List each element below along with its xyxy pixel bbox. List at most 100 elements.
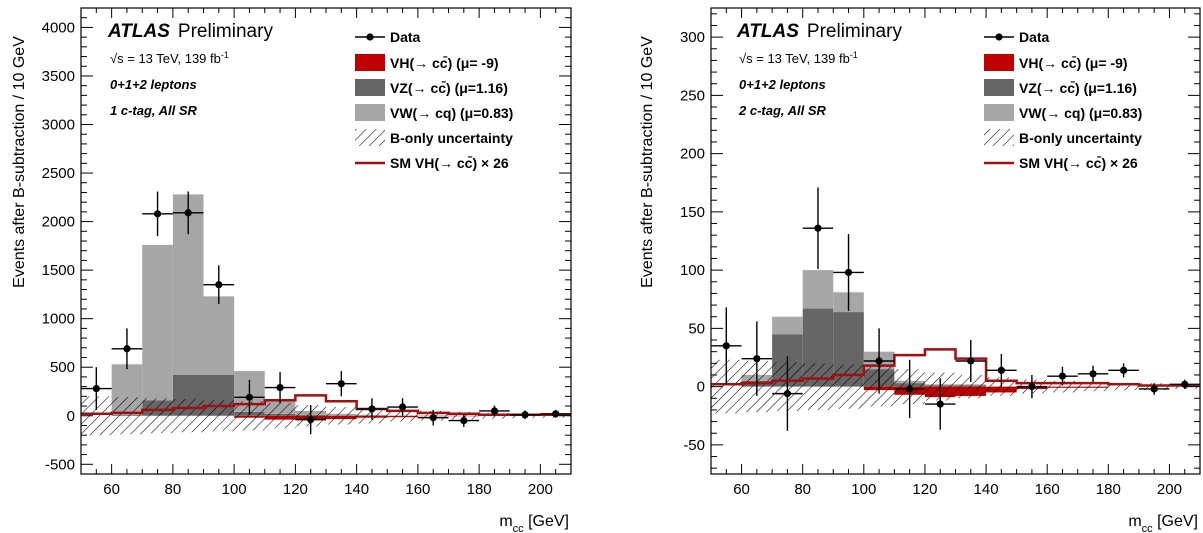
- data-point: [924, 378, 956, 430]
- energy-lumi-label: √s = 13 TeV, 139 fb-1: [110, 50, 229, 66]
- y-axis-title: Events after B-subtraction / 10 GeV: [11, 36, 28, 288]
- svg-text:VW(→ cq) (μ=0.83): VW(→ cq) (μ=0.83): [1019, 105, 1142, 121]
- data-point: [356, 398, 388, 420]
- y-tick-label: 3500: [42, 68, 75, 85]
- axes: 60 80 100 120 140 160 180 200 -500 0 500 1000 1500 20…: [42, 7, 572, 498]
- legend-vw: VW(→ cq) (μ=0.83): [355, 104, 513, 121]
- svg-text:SM VH(→ cc̄) × 26: SM VH(→ cc̄) × 26: [1019, 154, 1138, 171]
- data-point: [479, 405, 510, 417]
- sm-vh-line: [81, 394, 571, 417]
- data-point: [711, 307, 742, 385]
- data-point: [142, 191, 173, 237]
- svg-text:VH(→ cc̄) (μ= -9): VH(→ cc̄) (μ= -9): [390, 54, 499, 71]
- y-tick-label: 500: [50, 359, 75, 376]
- uncertainty-band: [326, 407, 357, 425]
- data-point: [509, 410, 541, 420]
- data-point: [1138, 383, 1170, 395]
- y-tick-label: -50: [683, 437, 705, 454]
- uncertainty-band: [1077, 381, 1109, 392]
- data-point: [833, 234, 864, 311]
- uncertainty-band: [1047, 380, 1078, 393]
- x-tick-label: 120: [283, 481, 308, 498]
- energy-lumi-label: √s = 13 TeV, 139 fb-1: [739, 50, 858, 66]
- legend-unc: B-only uncertainty: [984, 129, 1142, 146]
- svg-text:VZ(→ cc̄) (μ=1.16): VZ(→ cc̄) (μ=1.16): [1019, 79, 1137, 96]
- legend-data: Data: [355, 29, 421, 45]
- data-point: [741, 321, 773, 396]
- y-axis-title: Events after B-subtraction / 10 GeV: [639, 36, 656, 288]
- legend: Data VH(→ cc̄) (μ= -9) VZ(→ cc̄) (μ=1.16…: [355, 29, 513, 171]
- data-point: [772, 356, 803, 431]
- y-tick-label: 1500: [42, 262, 75, 279]
- data-point: [387, 398, 418, 416]
- y-tick-label: 1000: [42, 311, 75, 328]
- data-point: [1077, 365, 1109, 382]
- category-label: 1 c-tag, All SR: [110, 103, 198, 118]
- uncertainty-band: [111, 397, 143, 435]
- data-point: [540, 409, 571, 418]
- data-point: [326, 371, 357, 397]
- svg-text:Data: Data: [1019, 29, 1050, 45]
- x-axis-title: mcc [GeV]: [499, 513, 569, 533]
- atlas-label: ATLAS Preliminary: [736, 21, 902, 42]
- x-tick-label: 200: [528, 481, 553, 498]
- x-tick-label: 160: [1035, 481, 1060, 498]
- category-label: 2 c-tag, All SR: [738, 103, 827, 118]
- uncertainty-band: [955, 374, 987, 399]
- data-point: [417, 409, 449, 426]
- plot-area: [81, 191, 571, 436]
- y-tick-label: 300: [680, 29, 705, 46]
- legend: Data VH(→ cc̄) (μ= -9) VZ(→ cc̄) (μ=1.16…: [984, 29, 1142, 171]
- data-point: [234, 379, 265, 415]
- data-point: [986, 354, 1017, 387]
- data-point: [203, 265, 235, 305]
- data-point: [111, 328, 143, 370]
- data-point: [1108, 363, 1139, 378]
- svg-text:B-only uncertainty: B-only uncertainty: [1019, 130, 1142, 146]
- data-point: [1016, 374, 1048, 399]
- uncertainty-band: [142, 398, 173, 434]
- uncertainty-band: [833, 364, 864, 409]
- sm-vh-line: [711, 348, 1200, 387]
- y-tick-label: 200: [680, 146, 705, 163]
- data-point: [955, 340, 987, 382]
- svg-text:VW(→ cq) (μ=0.83): VW(→ cq) (μ=0.83): [390, 105, 513, 121]
- y-tick-label: 2000: [42, 214, 75, 231]
- data-point: [295, 405, 326, 435]
- x-tick-label: 80: [794, 481, 811, 498]
- x-tick-label: 200: [1157, 481, 1182, 498]
- plot-area: [711, 187, 1200, 431]
- x-tick-label: 60: [733, 481, 750, 498]
- svg-text:Data: Data: [390, 29, 421, 45]
- data-point: [1047, 366, 1078, 386]
- svg-text:VH(→ cc̄) (μ= -9): VH(→ cc̄) (μ= -9): [1019, 54, 1128, 71]
- y-tick-label: -500: [45, 456, 75, 473]
- y-tick-label: 0: [67, 408, 75, 425]
- svg-text:B-only uncertainty: B-only uncertainty: [390, 130, 513, 146]
- lepton-channel-label: 0+1+2 leptons: [110, 77, 197, 92]
- legend-vz: VZ(→ cc̄) (μ=1.16): [355, 79, 508, 96]
- data-point: [1169, 379, 1200, 389]
- atlas-label: ATLAS Preliminary: [107, 21, 273, 42]
- x-tick-label: 140: [344, 481, 369, 498]
- lepton-channel-label: 0+1+2 leptons: [739, 77, 826, 92]
- y-tick-label: 0: [697, 379, 705, 396]
- bar-vw-cq: [142, 244, 173, 401]
- bar-vw-cq: [203, 296, 235, 375]
- data-point: [802, 187, 834, 269]
- legend-unc: B-only uncertainty: [355, 129, 513, 146]
- y-tick-label: 100: [680, 262, 705, 279]
- x-tick-label: 100: [222, 481, 247, 498]
- data-point: [264, 372, 296, 404]
- uncertainty-band: [264, 403, 296, 429]
- data-point: [448, 414, 480, 427]
- uncertainty-band: [802, 363, 834, 410]
- data-point: [81, 367, 112, 410]
- x-tick-label: 120: [912, 481, 937, 498]
- panel-2c-tag: 60 80 100 120 140 160 180 200 -50 0 50 100 150 200 250…: [639, 7, 1201, 533]
- x-tick-label: 160: [405, 481, 430, 498]
- data-point: [894, 359, 925, 419]
- legend-vh: VH(→ cc̄) (μ= -9): [984, 54, 1128, 71]
- x-tick-label: 80: [165, 481, 182, 498]
